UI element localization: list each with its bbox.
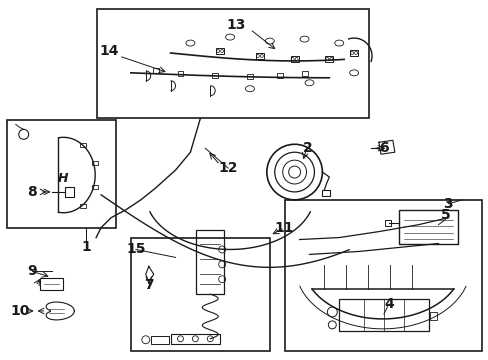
Bar xyxy=(428,312,437,320)
Text: 3: 3 xyxy=(443,197,452,211)
Text: 7: 7 xyxy=(143,278,153,292)
Bar xyxy=(7,121,116,228)
Bar xyxy=(255,53,264,59)
Bar xyxy=(284,200,481,351)
Text: 11: 11 xyxy=(274,221,294,235)
Bar xyxy=(80,203,85,207)
Text: 8: 8 xyxy=(27,185,37,199)
Bar xyxy=(91,185,97,189)
Text: 6: 6 xyxy=(378,141,388,155)
Bar xyxy=(349,50,357,56)
Bar xyxy=(150,336,168,344)
Bar xyxy=(97,9,368,118)
Text: 14: 14 xyxy=(99,44,119,58)
Bar xyxy=(301,71,307,76)
Bar xyxy=(170,334,220,344)
Text: 15: 15 xyxy=(126,242,145,256)
Bar xyxy=(339,299,427,331)
Bar xyxy=(384,220,390,226)
Bar xyxy=(290,56,298,62)
Bar xyxy=(91,161,97,165)
Bar xyxy=(196,230,224,294)
Bar xyxy=(80,143,85,147)
Bar xyxy=(65,187,74,197)
Text: 13: 13 xyxy=(226,18,245,32)
Bar xyxy=(177,71,183,76)
Text: 9: 9 xyxy=(27,264,37,278)
Text: 1: 1 xyxy=(81,240,91,255)
Bar xyxy=(212,73,218,78)
Text: 2: 2 xyxy=(302,141,312,155)
Text: 4: 4 xyxy=(383,297,393,311)
Bar xyxy=(325,56,333,62)
Text: H: H xyxy=(58,171,68,185)
Bar xyxy=(216,48,224,54)
Bar xyxy=(398,210,457,244)
Bar xyxy=(276,73,282,78)
Bar xyxy=(40,278,63,290)
Bar xyxy=(131,238,269,351)
Bar xyxy=(152,68,158,73)
Text: 12: 12 xyxy=(218,161,237,175)
Bar xyxy=(322,190,330,196)
Text: 5: 5 xyxy=(440,208,449,222)
Bar xyxy=(246,74,252,79)
Text: 10: 10 xyxy=(10,304,29,318)
